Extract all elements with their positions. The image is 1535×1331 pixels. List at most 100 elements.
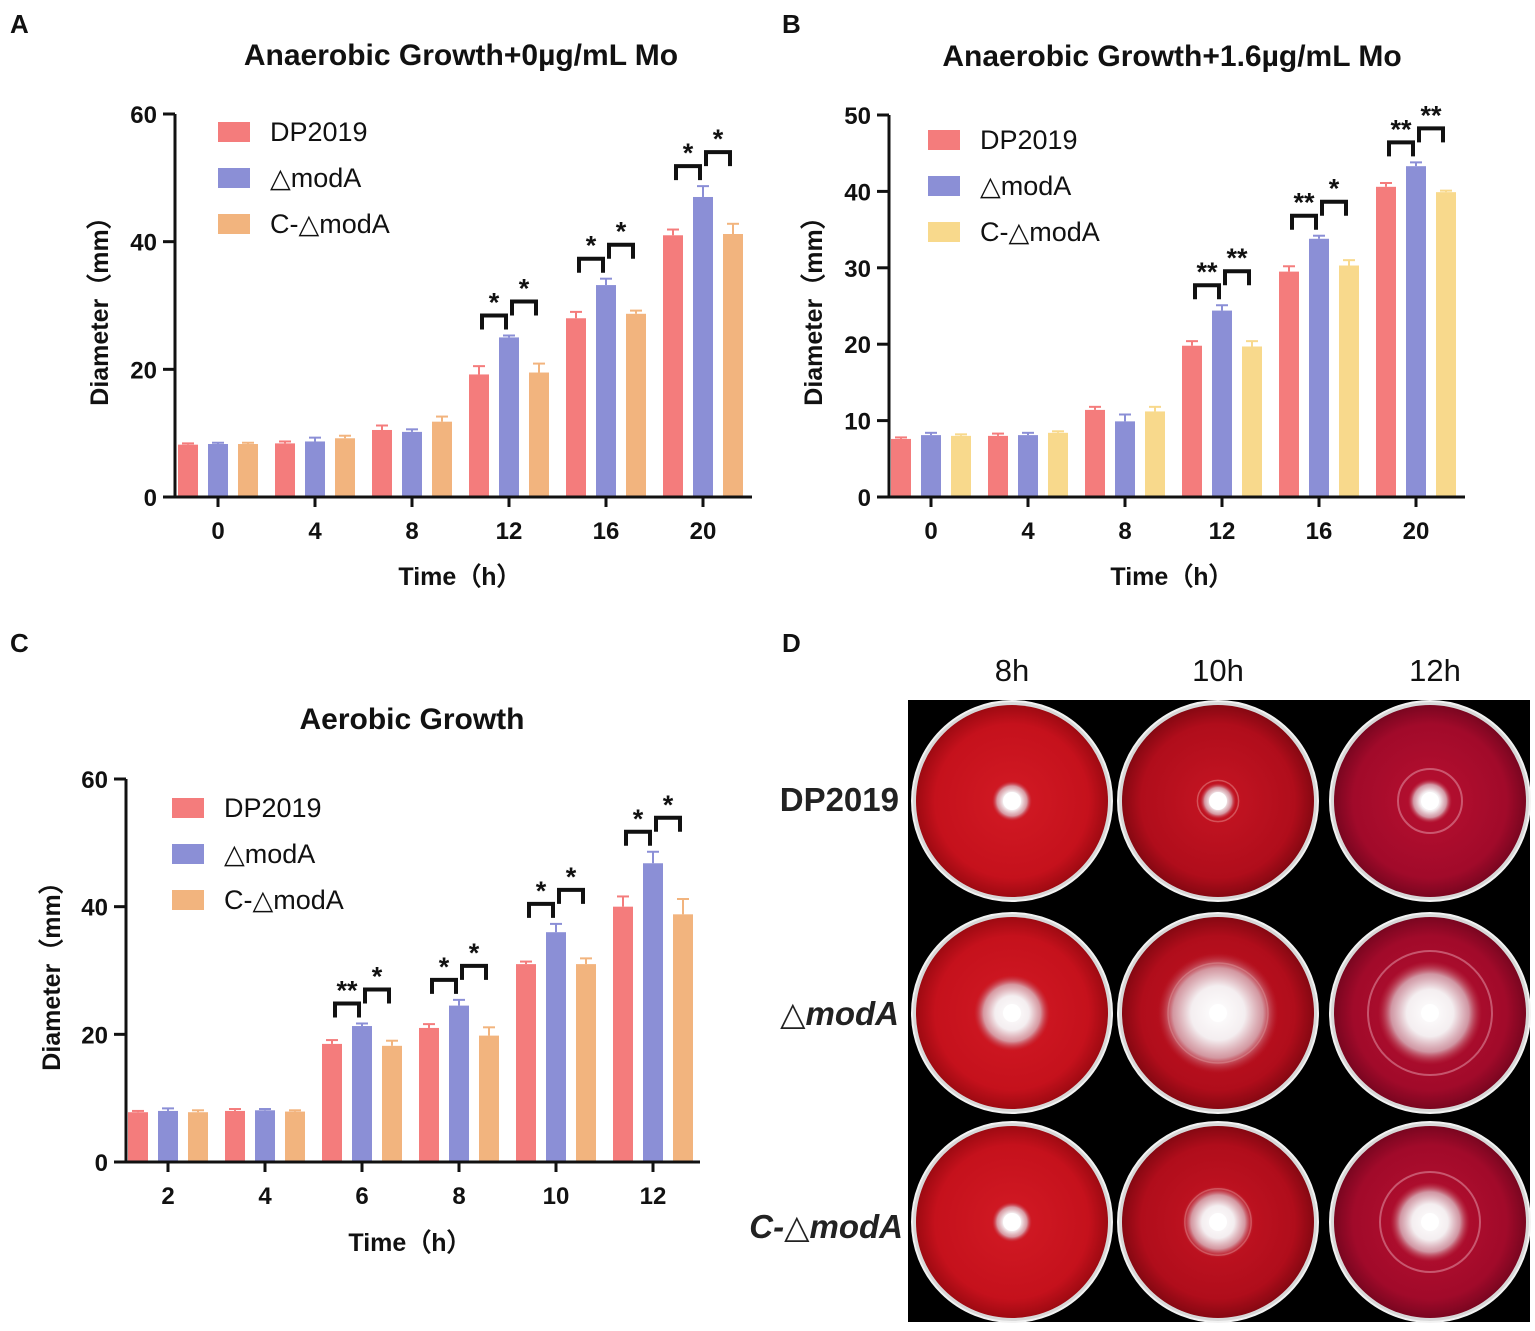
- significance-label: *: [713, 124, 724, 154]
- bar: [1018, 435, 1038, 497]
- significance-label: *: [489, 288, 500, 318]
- hemolysis-ring: [1367, 950, 1493, 1076]
- x-tick-label: 0: [924, 518, 937, 545]
- bar: [1406, 166, 1426, 498]
- row-label-modA: △modA: [780, 995, 899, 1032]
- significance-bracket: [480, 313, 508, 330]
- legend-swatch: [928, 176, 960, 196]
- y-tick-label: 0: [144, 485, 157, 512]
- bar: [988, 435, 1008, 497]
- x-tick-label: 12: [1209, 518, 1236, 545]
- bar: [275, 443, 295, 497]
- legend-swatch: [218, 122, 250, 142]
- significance-label: **: [1390, 114, 1412, 144]
- significance-label: *: [566, 862, 577, 892]
- row-label-c-modA: C-△modA: [749, 1208, 903, 1245]
- legend-swatch: [172, 798, 204, 818]
- bar: [469, 374, 489, 497]
- bar: [479, 1035, 499, 1162]
- bar: [372, 429, 392, 497]
- significance-label: *: [633, 804, 644, 834]
- x-tick-label: 16: [1306, 518, 1333, 545]
- x-tick-label: 8: [452, 1183, 465, 1210]
- bar: [626, 313, 646, 497]
- panel-letter: C: [10, 628, 29, 658]
- x-tick-label: 10: [543, 1183, 570, 1210]
- chart-a: A Anaerobic Growth+0µg/mL Mo Time（h） Diamet…: [10, 9, 752, 591]
- panel-letter: B: [782, 9, 801, 39]
- legend-label: DP2019: [224, 793, 322, 823]
- x-tick-label: 20: [690, 518, 717, 545]
- bar: [613, 906, 633, 1162]
- x-tick-label: 8: [1118, 518, 1131, 545]
- significance-bracket: [607, 242, 635, 259]
- legend-swatch: [172, 890, 204, 910]
- panel-letter-d: D: [782, 628, 801, 658]
- y-axis-label: Diameter（mm）: [85, 204, 114, 405]
- x-tick-label: 8: [405, 518, 418, 545]
- significance-label: *: [536, 876, 547, 906]
- bar: [335, 438, 355, 497]
- significance-bracket: [333, 1001, 361, 1018]
- bar: [419, 1027, 439, 1162]
- hemolysis-ring: [1379, 1171, 1481, 1273]
- x-tick-label: 20: [1403, 518, 1430, 545]
- panel-letter: A: [10, 9, 29, 39]
- y-tick-label: 30: [844, 256, 871, 283]
- row-label-dp2019: DP2019: [780, 781, 899, 818]
- bar: [158, 1110, 178, 1162]
- x-tick-label: 0: [211, 518, 224, 545]
- column-label-8h: 8h: [995, 653, 1029, 688]
- significance-bracket: [363, 987, 391, 1004]
- x-tick-label: 12: [496, 518, 523, 545]
- chart-title: Aerobic Growth: [299, 703, 524, 736]
- bar: [225, 1110, 245, 1162]
- significance-bracket: [1223, 269, 1251, 286]
- significance-bracket: [1417, 126, 1445, 143]
- legend-label: C-△modA: [224, 885, 344, 915]
- significance-bracket: [510, 299, 538, 316]
- y-tick-label: 10: [844, 409, 871, 436]
- x-tick-label: 2: [161, 1183, 174, 1210]
- bar: [499, 337, 519, 497]
- bar: [1279, 271, 1299, 497]
- y-tick-label: 60: [130, 102, 157, 129]
- y-tick-label: 0: [95, 1150, 108, 1177]
- plate-photo-panel: D 8h 10h 12h DP2019 △modA C-△modA: [749, 628, 1531, 1323]
- significance-label: **: [1226, 243, 1248, 273]
- colony-center: [1421, 792, 1439, 810]
- y-tick-label: 50: [844, 103, 871, 130]
- bar: [382, 1045, 402, 1162]
- bar: [128, 1112, 148, 1162]
- legend-swatch: [218, 168, 250, 188]
- bar: [1048, 432, 1068, 497]
- x-tick-label: 4: [258, 1183, 272, 1210]
- significance-bracket: [654, 815, 682, 832]
- bar: [352, 1026, 372, 1162]
- legend-label: DP2019: [980, 125, 1078, 155]
- bar: [673, 914, 693, 1162]
- bar: [643, 863, 663, 1162]
- bar: [1182, 345, 1202, 497]
- bar: [1115, 421, 1135, 497]
- x-tick-label: 4: [1021, 518, 1035, 545]
- column-label-12h: 12h: [1409, 653, 1461, 688]
- bar: [432, 421, 452, 497]
- bar: [1085, 409, 1105, 497]
- y-axis-label: Diameter（mm）: [37, 869, 66, 1070]
- colony-center: [1003, 792, 1021, 810]
- hemolysis-ring: [1196, 779, 1240, 823]
- x-tick-label: 6: [355, 1183, 368, 1210]
- y-tick-label: 40: [81, 895, 108, 922]
- bar: [576, 964, 596, 1162]
- x-tick-label: 16: [593, 518, 620, 545]
- bar: [1339, 265, 1359, 497]
- bar: [305, 441, 325, 497]
- colony-center: [1209, 1004, 1227, 1022]
- column-label-10h: 10h: [1192, 653, 1244, 688]
- significance-label: *: [372, 961, 383, 991]
- significance-label: *: [519, 274, 530, 304]
- bar: [322, 1043, 342, 1162]
- legend-label: C-△modA: [270, 209, 390, 239]
